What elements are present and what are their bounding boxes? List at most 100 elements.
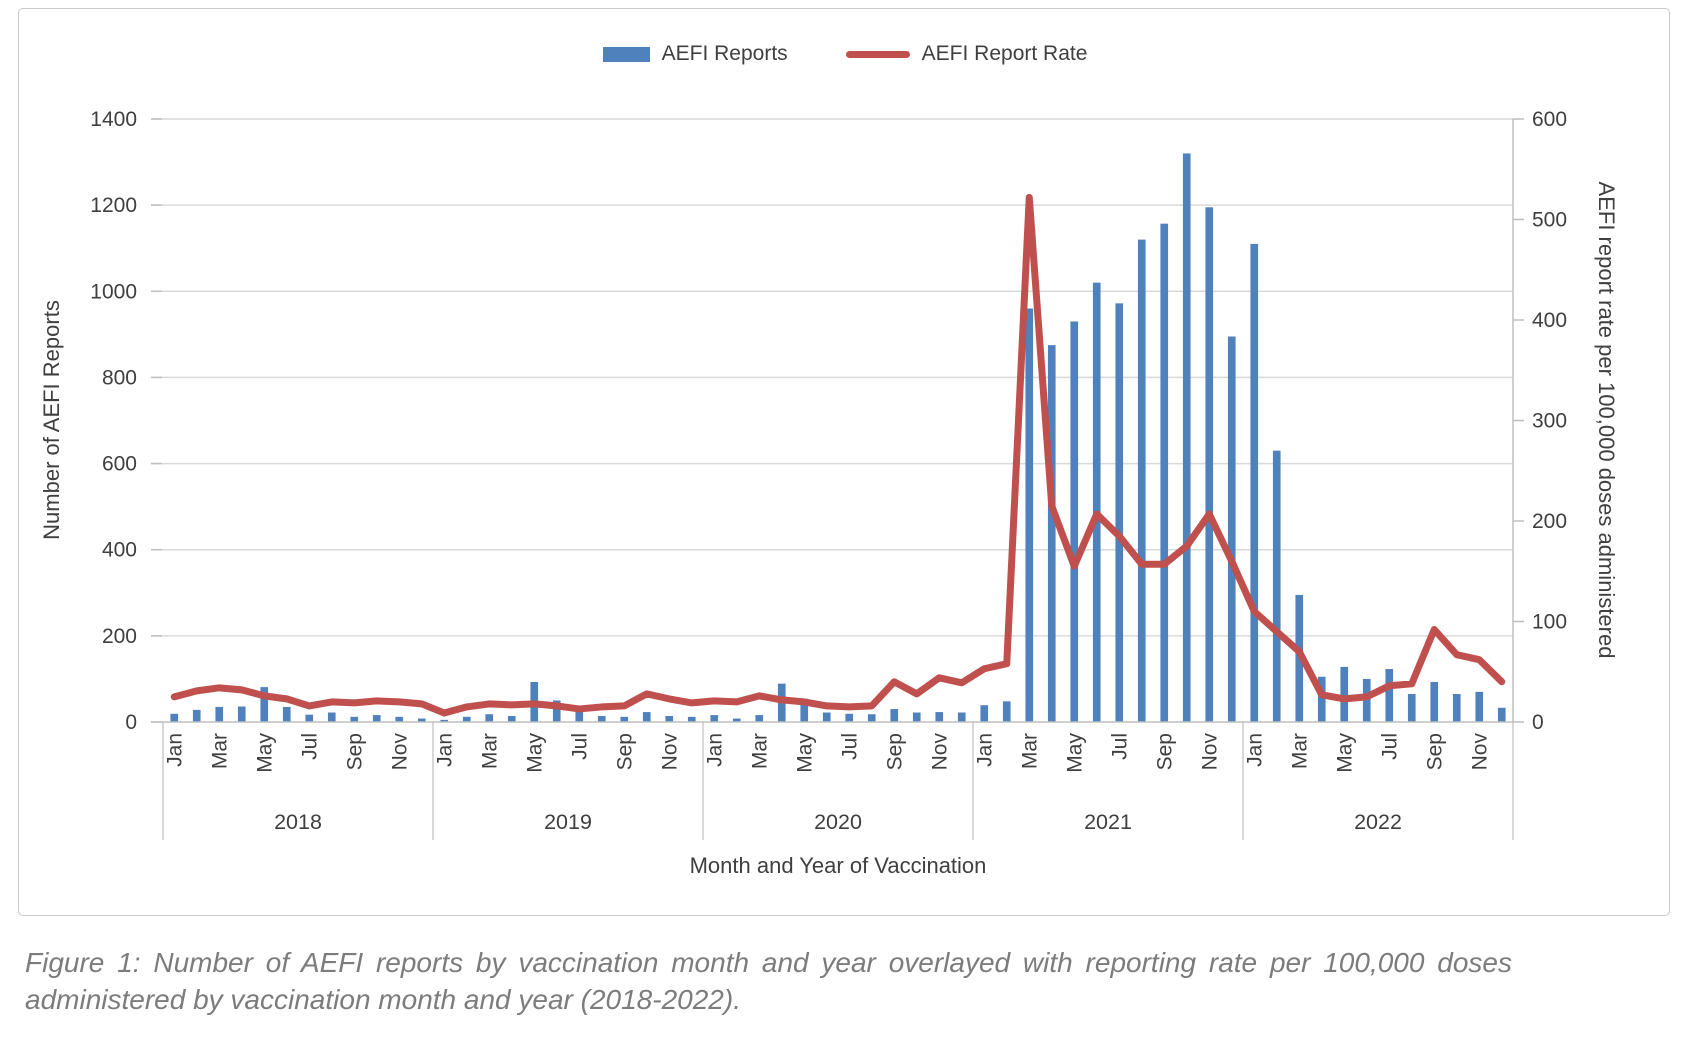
bar-2021-Oct xyxy=(1182,153,1191,722)
month-label-2020-Mar: Mar xyxy=(748,733,771,769)
month-label-2020-Jul: Jul xyxy=(838,733,861,760)
right-tick-label: 200 xyxy=(1532,510,1567,533)
left-tick-label: 600 xyxy=(102,453,137,476)
month-label-2019-Nov: Nov xyxy=(658,733,681,771)
month-label-2018-Mar: Mar xyxy=(208,733,231,769)
bar-2019-Mar xyxy=(485,714,494,722)
bar-2021-Dec xyxy=(1227,336,1236,722)
bar-2021-Mar xyxy=(1025,308,1034,722)
bar-2018-Jun xyxy=(282,706,291,722)
left-tick-label: 200 xyxy=(102,625,137,648)
bar-2022-Oct xyxy=(1452,694,1461,722)
figure-caption-line2: administered by vaccination month and ye… xyxy=(25,984,741,1015)
month-label-2018-Nov: Nov xyxy=(388,733,411,771)
left-tick-label: 400 xyxy=(102,539,137,562)
bar-2020-Jul xyxy=(845,713,854,722)
bar-2022-Nov xyxy=(1475,691,1484,722)
month-label-2018-May: May xyxy=(253,733,276,773)
month-label-2020-May: May xyxy=(793,733,816,773)
bar-2018-Nov xyxy=(395,716,404,722)
bar-2020-Dec xyxy=(957,712,966,722)
month-label-2021-Jul: Jul xyxy=(1108,733,1131,760)
right-tick-label: 500 xyxy=(1532,209,1567,232)
rate-line xyxy=(170,193,1506,717)
bar-2020-Jun xyxy=(822,712,831,722)
bar-2018-Dec xyxy=(417,718,426,722)
chart-legend: AEFI Reports AEFI Report Rate xyxy=(0,42,1690,66)
bar-2018-Apr xyxy=(237,706,246,722)
month-label-2020-Jan: Jan xyxy=(703,733,726,767)
bar-2019-Oct xyxy=(642,712,651,722)
bar-2018-Sep xyxy=(350,716,359,722)
line-series-swatch-icon xyxy=(845,50,910,58)
bar-2021-Feb xyxy=(1002,701,1011,722)
bar-2021-Jun xyxy=(1092,282,1101,722)
month-label-2019-May: May xyxy=(523,733,546,773)
left-tick-label: 0 xyxy=(125,711,137,734)
figure-caption-line1: Figure 1: Number of AEFI reports by vacc… xyxy=(25,947,1512,978)
legend-label-aefi-report-rate: AEFI Report Rate xyxy=(921,42,1088,65)
bar-2018-Feb xyxy=(192,709,201,722)
figure-frame xyxy=(18,8,1670,916)
bar-2018-Aug xyxy=(327,712,336,722)
left-tick-label: 1400 xyxy=(90,108,137,131)
bar-2021-Aug xyxy=(1137,239,1146,722)
bar-2022-Jan xyxy=(1250,243,1259,722)
bar-2019-Apr xyxy=(507,715,516,722)
month-label-2021-May: May xyxy=(1063,733,1086,773)
bar-2022-Aug xyxy=(1407,694,1416,722)
month-label-2018-Jan: Jan xyxy=(163,733,186,767)
bar-2020-Aug xyxy=(867,714,876,722)
bar-2018-Oct xyxy=(372,715,381,722)
bar-2022-Feb xyxy=(1272,450,1281,722)
bar-2019-Jan xyxy=(440,719,449,722)
bar-2019-Sep xyxy=(620,716,629,722)
legend-item-aefi-reports: AEFI Reports xyxy=(602,42,788,66)
legend-label-aefi-reports: AEFI Reports xyxy=(661,42,788,65)
month-label-2022-Mar: Mar xyxy=(1288,733,1311,769)
bar-2019-Dec xyxy=(687,716,696,722)
x-axis-title: Month and Year of Vaccination xyxy=(689,853,987,878)
month-label-2020-Nov: Nov xyxy=(928,733,951,771)
right-tick-label: 100 xyxy=(1532,611,1567,634)
bar-2021-May xyxy=(1070,321,1079,722)
right-tick-label: 600 xyxy=(1532,108,1567,131)
bar-2020-May xyxy=(800,698,809,722)
year-label-2020: 2020 xyxy=(814,810,862,834)
bar-2018-May xyxy=(260,687,269,722)
month-label-2018-Jul: Jul xyxy=(298,733,321,760)
right-tick-label: 400 xyxy=(1532,309,1567,332)
bar-2020-Sep xyxy=(890,709,899,722)
year-label-2021: 2021 xyxy=(1084,810,1132,834)
month-label-2022-May: May xyxy=(1333,733,1356,773)
bar-2019-Aug xyxy=(597,715,606,722)
left-tick-label: 800 xyxy=(102,366,137,389)
bar-2022-May xyxy=(1340,666,1349,722)
bar-2019-Jun xyxy=(552,700,561,722)
month-label-2022-Nov: Nov xyxy=(1468,733,1491,771)
month-label-2019-Sep: Sep xyxy=(613,733,636,770)
left-tick-label: 1200 xyxy=(90,194,137,217)
right-tick-label: 0 xyxy=(1532,711,1544,734)
bar-2022-Dec xyxy=(1497,707,1506,722)
bar-2018-Jan xyxy=(170,713,179,722)
bar-2021-Jan xyxy=(980,705,989,722)
month-label-2022-Sep: Sep xyxy=(1423,733,1446,770)
bar-2018-Mar xyxy=(215,706,224,722)
bar-2022-Jul xyxy=(1385,669,1394,722)
month-label-2020-Sep: Sep xyxy=(883,733,906,770)
month-label-2022-Jan: Jan xyxy=(1243,733,1266,767)
legend-item-aefi-report-rate: AEFI Report Rate xyxy=(845,42,1088,66)
month-label-2021-Mar: Mar xyxy=(1018,733,1041,769)
bar-2022-Sep xyxy=(1430,681,1439,722)
month-label-2021-Nov: Nov xyxy=(1198,733,1221,771)
bar-2019-Nov xyxy=(665,715,674,722)
month-label-2021-Sep: Sep xyxy=(1153,733,1176,770)
year-label-2019: 2019 xyxy=(544,810,592,834)
left-tick-label: 1000 xyxy=(90,280,137,303)
bar-2020-Feb xyxy=(732,718,741,722)
month-label-2021-Jan: Jan xyxy=(973,733,996,767)
bar-2018-Jul xyxy=(305,714,314,722)
year-label-2022: 2022 xyxy=(1354,810,1402,834)
